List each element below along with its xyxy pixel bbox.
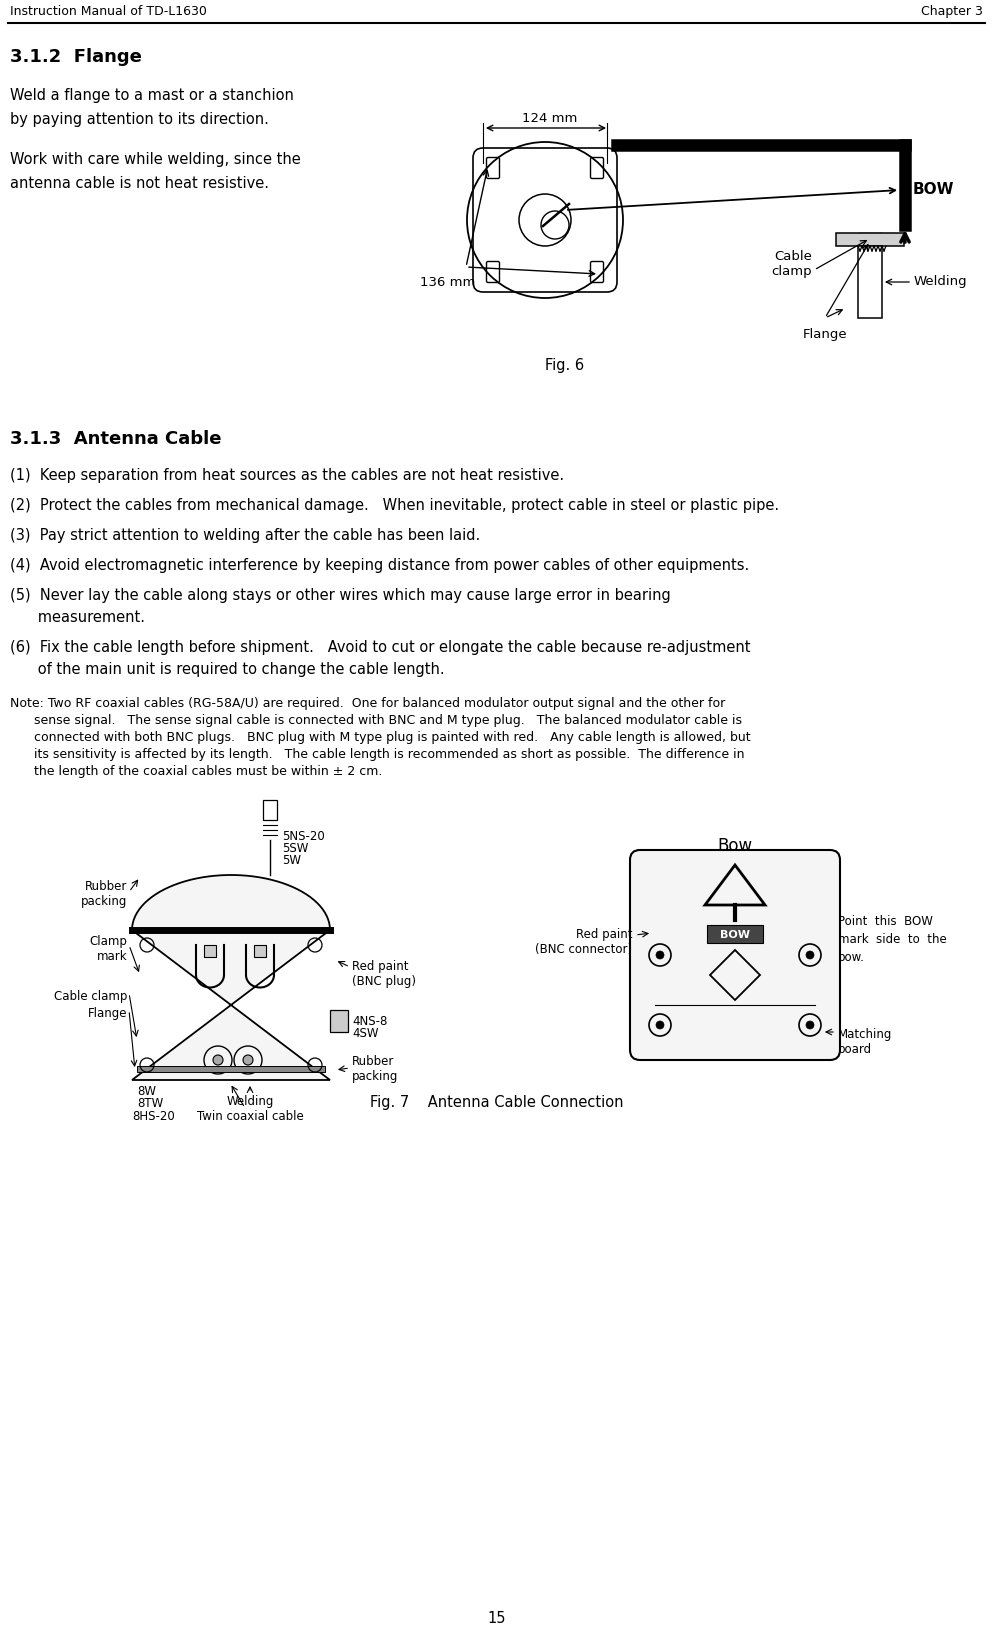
Circle shape [806,951,814,959]
Text: Welding: Welding [914,276,967,289]
Polygon shape [132,874,330,1081]
Text: 124 mm: 124 mm [522,112,578,125]
Text: Welding: Welding [226,1095,274,1108]
Bar [254,946,266,957]
Text: the length of the coaxial cables must be within ± 2 cm.: the length of the coaxial cables must be… [10,765,382,778]
Text: by paying attention to its direction.: by paying attention to its direction. [10,112,269,127]
Text: (6)  Fix the cable length before shipment.   Avoid to cut or elongate the cable : (6) Fix the cable length before shipment… [10,640,751,655]
Text: sense signal.   The sense signal cable is connected with BNC and M type plug.   : sense signal. The sense signal cable is … [10,713,742,726]
Text: Clamp
mark: Clamp mark [89,934,127,964]
Text: (2)  Protect the cables from mechanical damage.   When inevitable, protect cable: (2) Protect the cables from mechanical d… [10,497,780,514]
Text: 5SW: 5SW [282,842,309,855]
Text: Rubber
packing: Rubber packing [80,881,127,908]
Text: Red paint
(BNC connector): Red paint (BNC connector) [535,928,632,955]
Circle shape [656,951,664,959]
Text: Note: Two RF coaxial cables (RG-58A/U) are required.  One for balanced modulator: Note: Two RF coaxial cables (RG-58A/U) a… [10,697,725,710]
Text: 136 mm: 136 mm [420,276,476,289]
Bar [330,1011,348,1032]
Text: Red paint
(BNC plug): Red paint (BNC plug) [352,960,416,988]
Bar [858,232,882,244]
Text: of the main unit is required to change the cable length.: of the main unit is required to change t… [10,661,445,678]
Text: BOW: BOW [913,182,954,198]
Text: Twin coaxial cable: Twin coaxial cable [197,1110,304,1123]
Text: Fig. 7    Antenna Cable Connection: Fig. 7 Antenna Cable Connection [369,1095,624,1110]
Text: 15: 15 [488,1610,505,1625]
Text: (4)  Avoid electromagnetic interference by keeping distance from power cables of: (4) Avoid electromagnetic interference b… [10,557,750,574]
Text: Flange: Flange [802,328,847,341]
Text: 5W: 5W [282,855,301,868]
Text: Fig. 6: Fig. 6 [545,358,585,374]
Text: antenna cable is not heat resistive.: antenna cable is not heat resistive. [10,176,269,192]
Bar [858,245,882,318]
Text: (5)  Never lay the cable along stays or other wires which may cause large error : (5) Never lay the cable along stays or o… [10,588,670,603]
Text: 8W: 8W [137,1086,156,1098]
Bar [204,946,216,957]
Text: BOW: BOW [720,929,750,939]
Text: Work with care while welding, since the: Work with care while welding, since the [10,153,301,167]
Text: Matching
board: Matching board [838,1029,893,1056]
Text: 3.1.2  Flange: 3.1.2 Flange [10,49,142,67]
FancyBboxPatch shape [630,850,840,1060]
Text: Weld a flange to a mast or a stanchion: Weld a flange to a mast or a stanchion [10,88,294,102]
Bar [836,232,904,245]
Text: 4SW: 4SW [352,1027,378,1040]
Text: Point  this  BOW
mark  side  to  the
bow.: Point this BOW mark side to the bow. [838,915,946,964]
Text: 4NS-8: 4NS-8 [352,1016,387,1029]
Text: connected with both BNC plugs.   BNC plug with M type plug is painted with red. : connected with both BNC plugs. BNC plug … [10,731,751,744]
Circle shape [243,1055,253,1064]
Bar [137,1066,325,1072]
Text: Instruction Manual of TD-L1630: Instruction Manual of TD-L1630 [10,5,207,18]
Circle shape [213,1055,223,1064]
Text: Flange: Flange [87,1008,127,1020]
Text: 8HS-20: 8HS-20 [132,1110,175,1123]
Text: Bow: Bow [717,837,753,855]
Text: its sensitivity is affected by its length.   The cable length is recommended as : its sensitivity is affected by its lengt… [10,748,745,760]
Text: (1)  Keep separation from heat sources as the cables are not heat resistive.: (1) Keep separation from heat sources as… [10,468,564,483]
Text: Rubber
packing: Rubber packing [352,1055,398,1082]
Circle shape [806,1020,814,1029]
Bar [263,800,277,821]
Text: 3.1.3  Antenna Cable: 3.1.3 Antenna Cable [10,431,221,448]
Text: Chapter 3: Chapter 3 [922,5,983,18]
Text: Cable
clamp: Cable clamp [772,250,812,278]
Circle shape [656,1020,664,1029]
Bar [707,925,763,942]
Text: (3)  Pay strict attention to welding after the cable has been laid.: (3) Pay strict attention to welding afte… [10,528,481,543]
Text: 8TW: 8TW [137,1097,163,1110]
Text: 5NS-20: 5NS-20 [282,830,325,843]
Text: Cable clamp: Cable clamp [54,990,127,1003]
Text: measurement.: measurement. [10,609,145,626]
